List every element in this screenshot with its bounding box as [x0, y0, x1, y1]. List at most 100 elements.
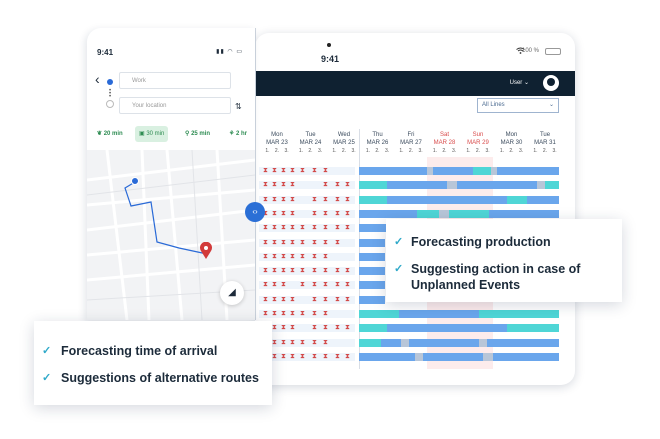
forecast-segment[interactable]: [519, 209, 559, 218]
split-handle[interactable]: ‹›: [245, 202, 265, 222]
forecast-segment[interactable]: [359, 209, 389, 218]
forecast-segment[interactable]: [447, 181, 457, 190]
schedule-row[interactable]: ⧗⧗⧗⧗⧗⧗⧗⧗: [255, 238, 575, 248]
swap-icon[interactable]: ⇅: [235, 102, 242, 111]
forecast-segment[interactable]: [487, 338, 559, 347]
forecast-segment[interactable]: [399, 310, 479, 318]
forecast-segment[interactable]: [359, 324, 387, 333]
schedule-row[interactable]: ⧗⧗⧗⧗⧗⧗⧗⧗⧗: [255, 223, 575, 233]
forecast-segment[interactable]: [415, 352, 423, 361]
back-arrow-icon[interactable]: ‹: [95, 71, 100, 87]
forecast-segment[interactable]: [359, 195, 387, 204]
forecast-segment[interactable]: [389, 209, 417, 218]
forecast-segment[interactable]: [507, 195, 527, 204]
forecast-segment[interactable]: [359, 281, 385, 290]
forecast-segment[interactable]: [387, 167, 427, 175]
forecast-track: [359, 224, 559, 233]
forecast-segment[interactable]: [359, 224, 387, 233]
to-field[interactable]: Your location: [119, 97, 231, 114]
forecast-segment[interactable]: [401, 338, 409, 347]
forecast-segment[interactable]: [491, 167, 497, 175]
schedule-row[interactable]: ⧗⧗⧗⧗⧗⧗⧗⧗: [255, 280, 575, 290]
from-field[interactable]: Work: [119, 72, 231, 89]
schedule-row[interactable]: ⧗⧗⧗⧗⧗⧗⧗: [255, 180, 575, 190]
forecast-segment[interactable]: [385, 352, 415, 361]
forecast-segment[interactable]: [359, 267, 385, 276]
user-menu[interactable]: User ⌄: [509, 80, 529, 86]
forecast-segment[interactable]: [483, 352, 493, 361]
hourglass-icon: ⧗: [323, 281, 328, 289]
mode-eco[interactable]: ❦ 20 min: [93, 126, 127, 142]
car-icon: ▣: [139, 131, 147, 137]
shift-labels: 1. 2. 3.: [399, 148, 423, 154]
schedule-row[interactable]: ⧗⧗⧗⧗⧗⧗⧗: [255, 166, 575, 176]
mode-car[interactable]: ▣ 30 min: [135, 126, 169, 142]
forecast-track: [359, 195, 559, 204]
forecast-segment[interactable]: [507, 324, 559, 333]
hourglass-icon: ⧗: [335, 281, 340, 289]
forecast-segment[interactable]: [427, 167, 433, 175]
lines-select[interactable]: All Lines ⌄: [477, 98, 559, 113]
forecast-segment[interactable]: [417, 209, 439, 218]
forecast-segment[interactable]: [527, 195, 559, 204]
forecast-segment[interactable]: [387, 181, 447, 190]
forecast-segment[interactable]: [493, 352, 559, 361]
schedule-row[interactable]: ⧗⧗⧗⧗⧗⧗⧗⧗⧗: [255, 352, 575, 362]
forecast-segment[interactable]: [359, 252, 385, 261]
forecast-segment[interactable]: [423, 352, 483, 361]
schedule-row[interactable]: ⧗⧗⧗⧗⧗⧗⧗⧗: [255, 323, 575, 333]
forecast-segment[interactable]: [509, 310, 559, 318]
navigation-arrow-icon[interactable]: ◢: [220, 281, 244, 305]
hourglass-icon: ⧗: [290, 195, 295, 203]
forecast-segment[interactable]: [359, 181, 387, 190]
destination-pin-icon: [200, 242, 212, 259]
forecast-segment[interactable]: [545, 181, 559, 190]
mode-walk[interactable]: ⚘ 2 hr: [225, 126, 251, 142]
forecast-segment[interactable]: [479, 338, 487, 347]
forecast-segment[interactable]: [387, 324, 467, 333]
tablet-status-bar: 9:41 100 %: [255, 33, 575, 71]
forecast-segment[interactable]: [497, 167, 559, 175]
schedule-row[interactable]: ⧗⧗⧗⧗⧗⧗⧗⧗: [255, 295, 575, 305]
forecast-segment[interactable]: [381, 338, 401, 347]
forecast-segment[interactable]: [359, 352, 385, 361]
shift-labels: 1. 2. 3.: [533, 148, 557, 154]
schedule-row[interactable]: ⧗⧗⧗⧗⧗⧗⧗: [255, 252, 575, 262]
hourglass-icon: ⧗: [345, 295, 350, 303]
forecast-segment[interactable]: [457, 181, 537, 190]
forecast-segment[interactable]: [439, 209, 449, 218]
forecast-segment[interactable]: [359, 167, 387, 175]
day-name: Mon: [271, 132, 283, 138]
hourglass-icon: ⧗: [290, 267, 295, 275]
forecast-segment[interactable]: [449, 209, 489, 218]
avatar[interactable]: [543, 75, 559, 91]
forecast-segment[interactable]: [467, 324, 507, 333]
forecast-segment[interactable]: [359, 338, 381, 347]
forecast-segment[interactable]: [489, 209, 519, 218]
schedule-row[interactable]: ⧗⧗⧗⧗⧗⧗⧗: [255, 309, 575, 319]
shift-labels: 1. 2. 3.: [265, 148, 289, 154]
schedule-row[interactable]: ⧗⧗⧗⧗⧗⧗⧗⧗: [255, 195, 575, 205]
forecast-segment[interactable]: [387, 195, 507, 204]
forecast-segment[interactable]: [409, 338, 479, 347]
forecast-segment[interactable]: [433, 167, 473, 175]
shift-labels: 1. 2. 3.: [466, 148, 490, 154]
forecast-segment[interactable]: [359, 238, 385, 247]
day-name: Mon: [505, 132, 518, 138]
phone-time: 9:41: [97, 48, 114, 57]
forecast-segment[interactable]: [537, 181, 545, 190]
callout-item-3: Forecasting time of arrival: [61, 344, 218, 358]
schedule-row[interactable]: ⧗⧗⧗⧗⧗⧗⧗: [255, 338, 575, 348]
hourglass-icon: ⧗: [272, 352, 277, 360]
hourglass-icon: ⧗: [300, 281, 305, 289]
schedule-row[interactable]: ⧗⧗⧗⧗⧗⧗⧗⧗⧗: [255, 266, 575, 276]
forecast-segment[interactable]: [479, 310, 509, 318]
mode-bike[interactable]: ⚲ 25 min: [181, 126, 214, 142]
forecast-segment[interactable]: [473, 167, 491, 175]
day-headers: Mon MAR 23 1. 2. 3. Tue MAR 24 1. 2. 3. Wed MAR…: [255, 131, 575, 161]
hourglass-icon: ⧗: [335, 195, 340, 203]
schedule-row[interactable]: ⧗⧗⧗⧗⧗⧗⧗⧗: [255, 209, 575, 219]
day-name: Tue: [539, 132, 551, 138]
forecast-segment[interactable]: [359, 295, 385, 304]
forecast-segment[interactable]: [359, 310, 399, 318]
